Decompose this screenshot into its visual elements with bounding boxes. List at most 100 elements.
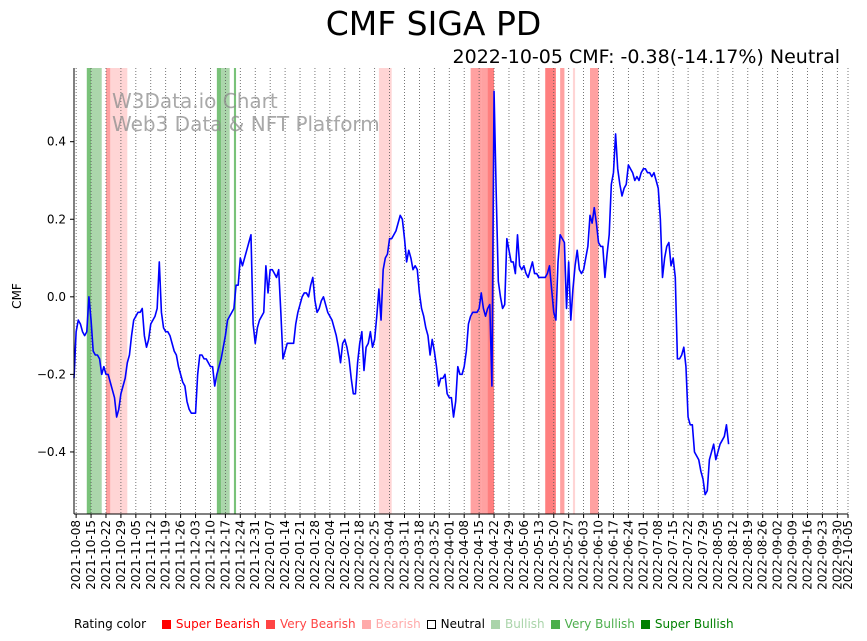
rating-band-bullish bbox=[91, 68, 102, 514]
legend-swatch bbox=[426, 620, 436, 629]
rating-band-super-bearish bbox=[487, 68, 495, 514]
legend-label: Bearish bbox=[375, 617, 421, 631]
legend-item-very-bullish: Very Bullish bbox=[550, 617, 635, 631]
x-tick-label: 2022-03-18 bbox=[412, 520, 426, 590]
x-tick-label: 2022-09-30 bbox=[830, 520, 844, 590]
x-tick-label: 2022-08-12 bbox=[726, 520, 740, 590]
rating-band-very-bearish bbox=[560, 68, 565, 514]
x-tick-label: 2022-01-21 bbox=[293, 520, 307, 590]
x-tick-label: 2022-04-01 bbox=[442, 520, 456, 590]
x-tick-label: 2022-09-02 bbox=[771, 520, 785, 590]
y-tick-label: 0.4 bbox=[47, 135, 66, 149]
legend-swatch bbox=[490, 620, 500, 629]
x-tick-label: 2022-04-22 bbox=[487, 520, 501, 590]
weekly-gridlines bbox=[75, 68, 849, 514]
x-tick-label: 2021-12-03 bbox=[189, 520, 203, 590]
x-tick-label: 2022-07-15 bbox=[666, 520, 680, 590]
legend-item-super-bearish: Super Bearish bbox=[161, 617, 260, 631]
x-tick-label: 2021-10-08 bbox=[69, 520, 83, 590]
chart-title: CMF SIGA PD bbox=[325, 4, 542, 43]
legend-label: Very Bearish bbox=[279, 617, 356, 631]
x-tick-label: 2021-11-19 bbox=[159, 520, 173, 590]
rating-band-bearish bbox=[378, 68, 392, 514]
legend-swatch bbox=[361, 620, 371, 629]
x-tick-label: 2022-03-04 bbox=[383, 520, 397, 590]
legend-item-super-bullish: Super Bullish bbox=[640, 617, 734, 631]
rating-band-very-bearish bbox=[590, 68, 599, 514]
legend-swatch bbox=[161, 620, 171, 629]
watermark-line-2: Web3 Data & NFT Platform bbox=[112, 112, 380, 136]
x-tick-label: 2022-07-22 bbox=[681, 520, 695, 590]
y-tick-label: −0.2 bbox=[37, 367, 66, 381]
legend-label: Bullish bbox=[504, 617, 545, 631]
x-tick-label: 2022-01-28 bbox=[308, 520, 322, 590]
legend-label: Neutral bbox=[440, 617, 485, 631]
legend-label: Very Bullish bbox=[564, 617, 635, 631]
x-tick-label: 2022-05-13 bbox=[532, 520, 546, 590]
x-ticks: 2021-10-08 2021-10-15 2021-10-22 2021-10-29… bbox=[69, 514, 855, 590]
legend-item-very-bearish: Very Bearish bbox=[265, 617, 356, 631]
x-tick-label: 2021-10-15 bbox=[84, 520, 98, 590]
legend-item-neutral: Neutral bbox=[426, 617, 485, 631]
x-tick-label: 2022-07-29 bbox=[696, 520, 710, 590]
x-tick-label: 2022-04-15 bbox=[472, 520, 486, 590]
y-axis-label: CMF bbox=[10, 283, 24, 309]
legend-item-bullish: Bullish bbox=[490, 617, 545, 631]
legend-label: Super Bullish bbox=[654, 617, 734, 631]
x-tick-label: 2022-05-27 bbox=[562, 520, 576, 590]
x-tick-label: 2022-08-26 bbox=[756, 520, 770, 590]
x-tick-label: 2022-05-06 bbox=[517, 520, 531, 590]
x-tick-label: 2022-09-16 bbox=[800, 520, 814, 590]
x-tick-label: 2021-11-12 bbox=[144, 520, 158, 590]
watermark: W3Data.io Chart Web3 Data & NFT Platform bbox=[112, 89, 380, 136]
x-tick-label: 2021-12-17 bbox=[218, 520, 232, 590]
x-tick-label: 2022-09-23 bbox=[815, 520, 829, 590]
x-tick-label: 2022-02-25 bbox=[368, 520, 382, 590]
axes bbox=[73, 68, 848, 515]
y-tick-label: −0.4 bbox=[37, 445, 66, 459]
x-tick-label: 2022-07-08 bbox=[651, 520, 665, 590]
y-tick-label: 0.0 bbox=[47, 290, 66, 304]
rating-band-very-bullish bbox=[216, 68, 222, 514]
watermark-line-1: W3Data.io Chart bbox=[112, 89, 278, 113]
legend-item-bearish: Bearish bbox=[361, 617, 421, 631]
x-tick-label: 2022-02-11 bbox=[338, 520, 352, 590]
legend-swatch bbox=[550, 620, 560, 629]
rating-band-very-bearish bbox=[481, 68, 488, 514]
x-tick-label: 2022-05-20 bbox=[547, 520, 561, 590]
rating-band-super-bearish bbox=[545, 68, 556, 514]
legend-label: Super Bearish bbox=[175, 617, 260, 631]
x-tick-label: 2022-07-01 bbox=[636, 520, 650, 590]
x-tick-label: 2022-06-24 bbox=[621, 520, 635, 590]
rating-band-very-bullish bbox=[86, 68, 92, 514]
series-line-cmf bbox=[73, 90, 730, 496]
x-tick-label: 2022-01-14 bbox=[278, 520, 292, 590]
x-tick-label: 2022-06-10 bbox=[592, 520, 606, 590]
x-tick-label: 2021-10-22 bbox=[99, 520, 113, 590]
x-tick-label: 2022-06-17 bbox=[606, 520, 620, 590]
x-tick-label: 2021-12-31 bbox=[248, 520, 262, 590]
x-tick-label: 2022-02-18 bbox=[353, 520, 367, 590]
x-tick-label: 2022-06-03 bbox=[577, 520, 591, 590]
chart-subtitle: 2022-10-05 CMF: -0.38(-14.17%) Neutral bbox=[452, 46, 840, 68]
x-tick-label: 2022-09-09 bbox=[786, 520, 800, 590]
x-tick-label: 2022-08-05 bbox=[711, 520, 725, 590]
legend-title: Rating color bbox=[74, 617, 147, 631]
legend-swatch bbox=[640, 620, 650, 629]
x-tick-label: 2021-11-05 bbox=[129, 520, 143, 590]
legend-swatch bbox=[265, 620, 275, 629]
y-tick-label: 0.2 bbox=[47, 212, 66, 226]
x-tick-label: 2021-12-10 bbox=[203, 520, 217, 590]
cmf-series bbox=[73, 90, 730, 496]
x-tick-label: 2021-12-24 bbox=[233, 520, 247, 590]
y-ticks: −0.4 −0.2 0.0 0.2 0.4 bbox=[37, 135, 74, 459]
legend: Rating color Super Bearish Very Bearish Be… bbox=[74, 617, 740, 631]
x-tick-label: 2022-04-29 bbox=[502, 520, 516, 590]
x-tick-label: 2022-03-11 bbox=[398, 520, 412, 590]
x-tick-label: 2022-04-08 bbox=[457, 520, 471, 590]
x-tick-label: 2021-11-26 bbox=[174, 520, 188, 590]
x-tick-label: 2022-01-07 bbox=[263, 520, 277, 590]
rating-band-bearish bbox=[572, 68, 576, 514]
x-tick-label: 2022-03-25 bbox=[427, 520, 441, 590]
